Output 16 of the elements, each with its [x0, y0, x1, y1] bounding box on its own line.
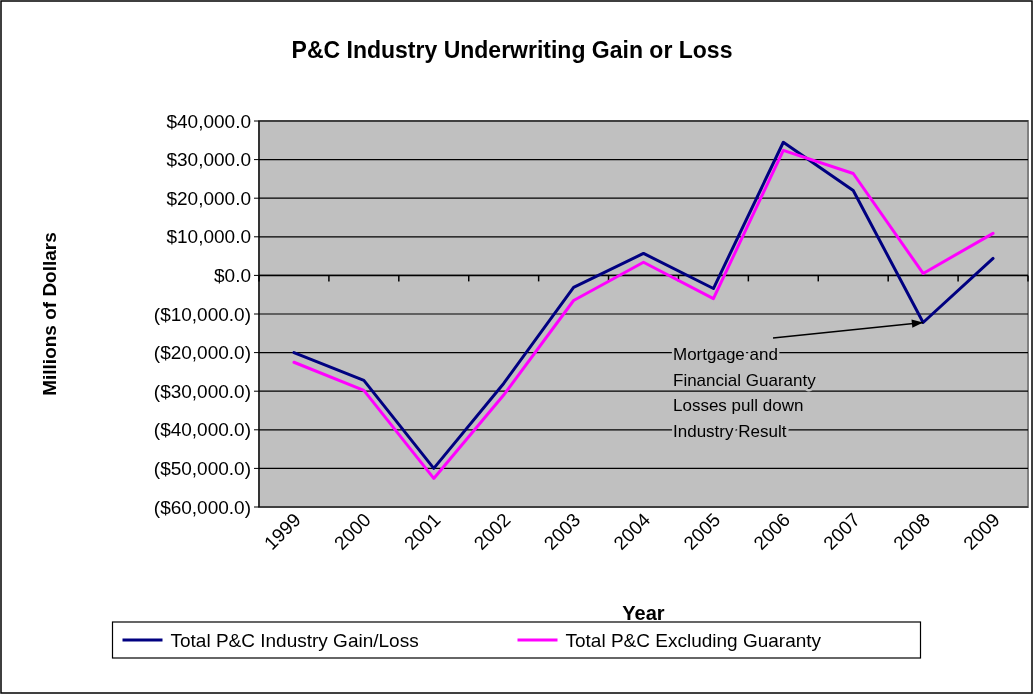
x-axis-title: Year: [622, 602, 665, 624]
y-axis-title: Millions of Dollars: [39, 232, 60, 396]
y-tick-label: $0.0: [214, 265, 251, 287]
legend-label: Total P&C Excluding Guaranty: [565, 629, 822, 651]
legend-label: Total P&C Industry Gain/Loss: [170, 629, 419, 651]
y-tick-label: $30,000.0: [166, 149, 251, 171]
chart-title: P&C Industry Underwriting Gain or Loss: [291, 37, 733, 63]
y-tick-label: ($40,000.0): [153, 419, 251, 441]
y-tick-label: $40,000.0: [166, 110, 251, 132]
y-tick-label: ($30,000.0): [153, 380, 251, 402]
y-tick-label: ($10,000.0): [153, 303, 251, 325]
y-tick-label: ($50,000.0): [153, 458, 251, 480]
y-tick-label: ($20,000.0): [153, 342, 251, 364]
y-tick-label: ($60,000.0): [153, 496, 251, 518]
y-tick-label: $20,000.0: [166, 187, 251, 209]
y-tick-label: $10,000.0: [166, 226, 251, 248]
